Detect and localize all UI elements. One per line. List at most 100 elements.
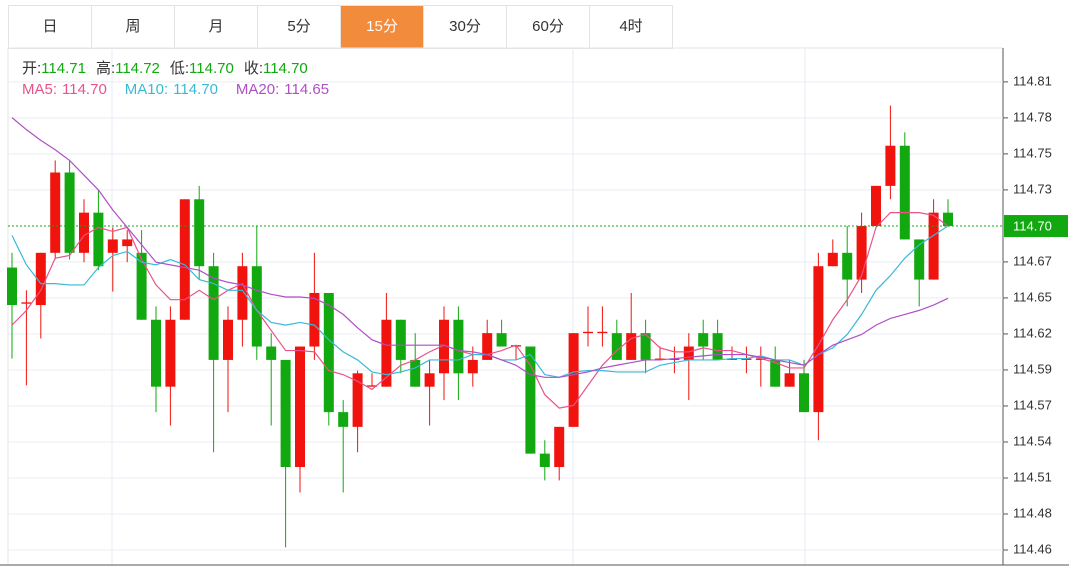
y-tick-label: 114.54	[1013, 433, 1052, 448]
y-tick-label: 114.48	[1013, 505, 1052, 520]
candle-body	[482, 333, 493, 360]
candle-body	[899, 145, 910, 240]
candle-body	[266, 346, 277, 360]
candle-body	[165, 319, 176, 387]
period-tab[interactable]: 15分	[341, 6, 424, 48]
candle-body	[885, 145, 896, 186]
legend-label: 收:	[244, 60, 263, 77]
candle-body	[64, 172, 75, 253]
candle-body	[7, 267, 17, 306]
y-tick-label: 114.73	[1013, 181, 1052, 196]
ma-legend-value: 114.65	[284, 81, 329, 98]
candle-body	[107, 239, 118, 253]
legend-label: 高:	[96, 60, 115, 77]
candle-body	[395, 319, 406, 360]
y-tick-label: 114.81	[1013, 73, 1052, 88]
candle-body	[597, 331, 608, 334]
candle-body	[741, 358, 752, 360]
candle-body	[683, 346, 694, 360]
candle-body	[295, 346, 305, 468]
candle-body	[698, 333, 709, 347]
ma-legend-name: MA20:	[236, 81, 279, 98]
y-tick-label: 114.62	[1013, 325, 1052, 340]
y-tick-label: 114.57	[1013, 397, 1052, 412]
period-tab[interactable]: 日	[9, 6, 92, 48]
period-tab[interactable]: 60分	[507, 6, 590, 48]
candle-body	[467, 359, 478, 374]
y-tick-label: 114.75	[1013, 145, 1052, 160]
candle-body	[352, 373, 363, 427]
candle-body	[439, 319, 449, 374]
candle-body	[237, 266, 248, 320]
candle-body	[208, 266, 219, 360]
candle-body	[136, 252, 147, 320]
candle-body	[323, 292, 334, 413]
y-tick-label: 114.67	[1013, 253, 1052, 268]
candle-body	[525, 346, 536, 454]
candle-body	[712, 333, 723, 360]
candle-body	[453, 319, 464, 374]
period-tab[interactable]: 周	[92, 6, 175, 48]
candle-body	[554, 426, 565, 468]
candle-body	[251, 266, 262, 347]
candle-body	[669, 358, 680, 360]
y-tick-label: 114.78	[1013, 109, 1052, 124]
ma-legend-name: MA10:	[125, 81, 168, 98]
period-tab[interactable]: 月	[175, 6, 258, 48]
candle-body	[727, 358, 737, 360]
ma-legend-value: 114.70	[173, 81, 218, 98]
candle-body	[813, 266, 824, 413]
period-tab[interactable]: 30分	[424, 6, 507, 48]
candle-body	[79, 212, 89, 253]
candle-body	[583, 331, 593, 334]
candle-body	[539, 453, 550, 468]
candle-body	[914, 239, 925, 280]
candle-body	[770, 359, 781, 387]
ma-legend-name: MA5:	[22, 81, 57, 98]
candle-body	[943, 212, 953, 227]
candle-body	[381, 319, 392, 387]
candle-body	[784, 373, 795, 387]
period-tab[interactable]: 4时	[590, 6, 673, 48]
candle-body	[194, 199, 205, 267]
current-price-label: 114.70	[1013, 218, 1052, 233]
candle-body	[655, 358, 665, 360]
ma-line	[11, 225, 949, 378]
candle-body	[309, 292, 320, 347]
candle-body	[338, 412, 349, 427]
candle-body	[179, 199, 190, 320]
candle-body	[755, 358, 766, 360]
current-price-box	[1004, 215, 1068, 238]
y-tick-label: 114.59	[1013, 361, 1052, 376]
legend-value: 114.72	[115, 60, 160, 77]
legend-value: 114.70	[263, 60, 308, 77]
candle-body	[611, 333, 622, 360]
candle-body	[93, 212, 104, 267]
candle-body	[842, 252, 853, 280]
ma-legend-value: 114.70	[62, 81, 107, 98]
legend-label: 开:	[22, 60, 41, 77]
candle-body	[122, 239, 133, 247]
y-tick-label: 114.65	[1013, 289, 1052, 304]
candle-body	[223, 319, 233, 360]
candle-body	[928, 212, 939, 280]
candle-body	[280, 359, 291, 468]
y-tick-label: 114.51	[1013, 469, 1052, 484]
period-tab[interactable]: 5分	[258, 6, 341, 48]
y-tick-label: 114.46	[1013, 541, 1052, 556]
ma-line	[11, 117, 949, 378]
candle-body	[799, 373, 809, 413]
candle-body	[50, 172, 61, 253]
legend-value: 114.70	[189, 60, 234, 77]
candle-body	[626, 333, 637, 360]
candle-body	[856, 226, 867, 280]
candle-body	[410, 359, 421, 387]
legend-value: 114.71	[41, 60, 86, 77]
candle-body	[424, 373, 435, 387]
candle-body	[35, 252, 46, 306]
candle-body	[640, 333, 651, 360]
candle-body	[496, 333, 507, 347]
candle-body	[871, 185, 881, 227]
candle-body	[367, 385, 377, 387]
